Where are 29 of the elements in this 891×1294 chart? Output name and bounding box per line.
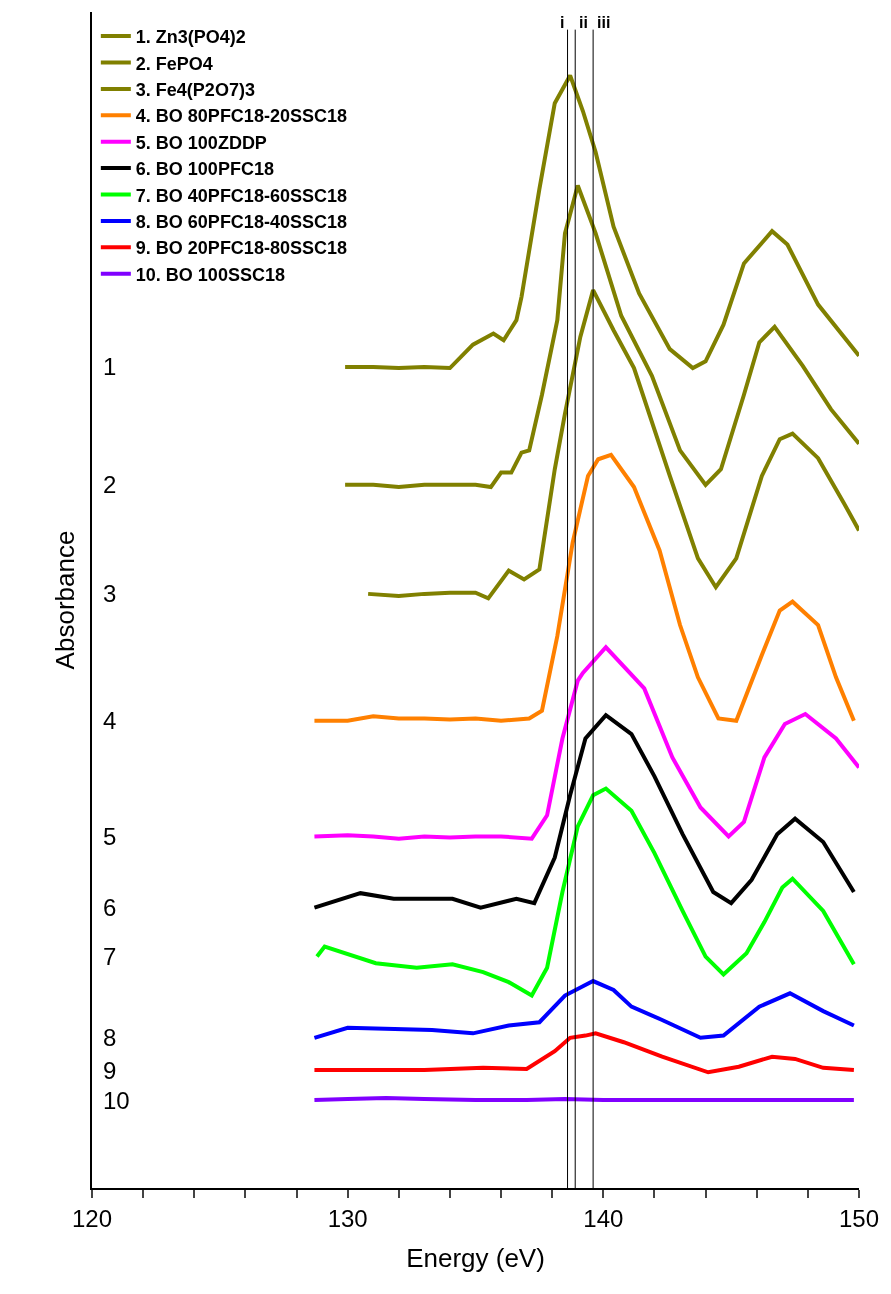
annotation: 3 — [103, 580, 117, 607]
annotation: 6 — [103, 894, 117, 921]
legend-label: 9. BO 20PFC18-80SSC18 — [135, 238, 347, 259]
legend-label: 1. Zn3(PO4)2 — [135, 27, 246, 48]
ref-line-label: ii — [579, 14, 588, 31]
legend-label: 3. Fe4(P2O7)3 — [135, 79, 255, 100]
legend-label: 7. BO 40PFC18-60SSC18 — [135, 185, 347, 206]
y-axis-title: Absorbance — [49, 530, 80, 670]
annotation: 8 — [103, 1024, 117, 1051]
legend-label: 4. BO 80PFC18-20SSC18 — [135, 106, 347, 127]
legend-label: 5. BO 100ZDDP — [135, 132, 267, 153]
legend-label: 10. BO 100SSC18 — [135, 264, 285, 285]
x-tick-label: 140 — [583, 1204, 624, 1232]
annotation: 7 — [103, 943, 117, 970]
annotation: 10 — [103, 1087, 130, 1114]
legend-label: 2. FePO4 — [135, 53, 213, 74]
x-axis-title: Energy (eV) — [406, 1243, 545, 1273]
annotation: 5 — [103, 823, 117, 850]
annotation: 4 — [103, 707, 117, 734]
x-tick-label: 130 — [327, 1204, 368, 1232]
ref-line-label: i — [560, 14, 565, 31]
annotation: 1 — [103, 353, 117, 380]
annotation: 9 — [103, 1057, 117, 1084]
x-tick-label: 150 — [838, 1204, 880, 1232]
x-tick-label: 120 — [71, 1204, 113, 1232]
ref-line-label: iii — [597, 14, 611, 31]
annotation: 2 — [103, 471, 117, 498]
legend-label: 8. BO 60PFC18-40SSC18 — [135, 211, 347, 232]
legend-label: 6. BO 100PFC18 — [135, 159, 274, 180]
